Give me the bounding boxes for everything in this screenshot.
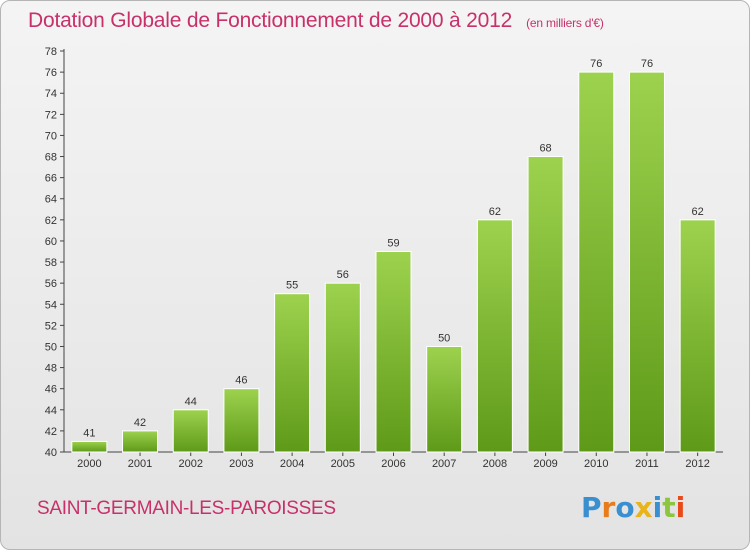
bar-2005 [324, 282, 361, 453]
x-tick-label-2010: 2010 [584, 458, 608, 470]
x-tick-label-2011: 2011 [635, 458, 659, 470]
data-label-2009: 68 [539, 143, 551, 155]
x-tick-label-2009: 2009 [533, 458, 557, 470]
logo-letter: i [652, 491, 663, 524]
data-label-2006: 59 [387, 238, 399, 250]
y-tick-label: 68 [45, 152, 57, 164]
bar-2010 [578, 71, 615, 453]
data-label-2005: 56 [337, 269, 349, 281]
data-label-2011: 76 [641, 58, 653, 70]
y-tick-label: 64 [45, 194, 57, 206]
y-tick-label: 70 [45, 130, 57, 142]
bar-2007 [426, 345, 463, 453]
logo-letter: r [601, 491, 616, 524]
bar-2003 [223, 388, 260, 453]
logo-letter: t [662, 491, 676, 524]
chart-bars [71, 71, 716, 453]
x-tick-label-2008: 2008 [483, 458, 507, 470]
y-tick-label: 78 [45, 46, 57, 58]
x-tick-label-2006: 2006 [381, 458, 405, 470]
y-tick-label: 46 [45, 384, 57, 396]
y-tick-label: 42 [45, 426, 57, 438]
logo-letter: i [675, 491, 686, 524]
chart-data-labels: 41 42 44 46 55 56 59 50 62 68 76 76 62 [83, 58, 704, 439]
y-tick-label: 44 [45, 405, 57, 417]
x-tick-label-2000: 2000 [77, 458, 101, 470]
y-tick-label: 66 [45, 173, 57, 185]
y-tick-label: 56 [45, 278, 57, 290]
bar-2000 [71, 440, 108, 453]
proxiti-logo[interactable]: Proxiti [581, 491, 685, 524]
bar-2011 [628, 71, 665, 453]
y-tick-label: 76 [45, 67, 57, 79]
data-label-2004: 55 [286, 280, 298, 292]
y-tick-label: 62 [45, 215, 57, 227]
logo-letter: o [615, 491, 635, 524]
y-tick-label: 52 [45, 320, 57, 332]
bar-2012 [679, 219, 716, 453]
bar-2004 [274, 293, 311, 453]
bar-2001 [122, 430, 159, 453]
y-tick-label: 74 [45, 88, 57, 100]
data-label-2007: 50 [438, 332, 450, 344]
x-tick-label-2003: 2003 [229, 458, 253, 470]
data-label-2000: 41 [83, 427, 95, 439]
commune-name: SAINT-GERMAIN-LES-PAROISSES [37, 498, 336, 519]
y-tick-label: 48 [45, 363, 57, 375]
y-tick-label: 60 [45, 236, 57, 248]
data-label-2008: 62 [489, 206, 501, 218]
data-label-2001: 42 [134, 417, 146, 429]
x-tick-label-2007: 2007 [432, 458, 456, 470]
x-tick-label-2002: 2002 [178, 458, 202, 470]
bar-2008 [476, 219, 513, 453]
x-tick-label-2004: 2004 [280, 458, 304, 470]
x-tick-label-2001: 2001 [128, 458, 152, 470]
y-tick-label: 72 [45, 109, 57, 121]
x-tick-label-2005: 2005 [331, 458, 355, 470]
x-tick-label-2012: 2012 [685, 458, 709, 470]
title-text: Dotation Globale de Fonctionnement de 20… [28, 9, 513, 32]
y-tick-label: 54 [45, 299, 57, 311]
bar-2002 [172, 409, 209, 453]
data-label-2010: 76 [590, 58, 602, 70]
data-label-2003: 46 [235, 375, 247, 387]
y-tick-label: 58 [45, 257, 57, 269]
chart-title: Dotation Globale de Fonctionnement de 20… [28, 9, 604, 33]
data-label-2002: 44 [185, 396, 197, 408]
y-tick-label: 50 [45, 341, 57, 353]
bar-2006 [375, 251, 412, 453]
logo-letter: x [634, 491, 653, 524]
logo-letter: P [581, 491, 602, 524]
y-tick-label: 40 [45, 447, 57, 459]
bar-2009 [527, 156, 564, 453]
chart-subtitle: (en milliers d'€) [526, 16, 604, 30]
data-label-2012: 62 [692, 206, 704, 218]
